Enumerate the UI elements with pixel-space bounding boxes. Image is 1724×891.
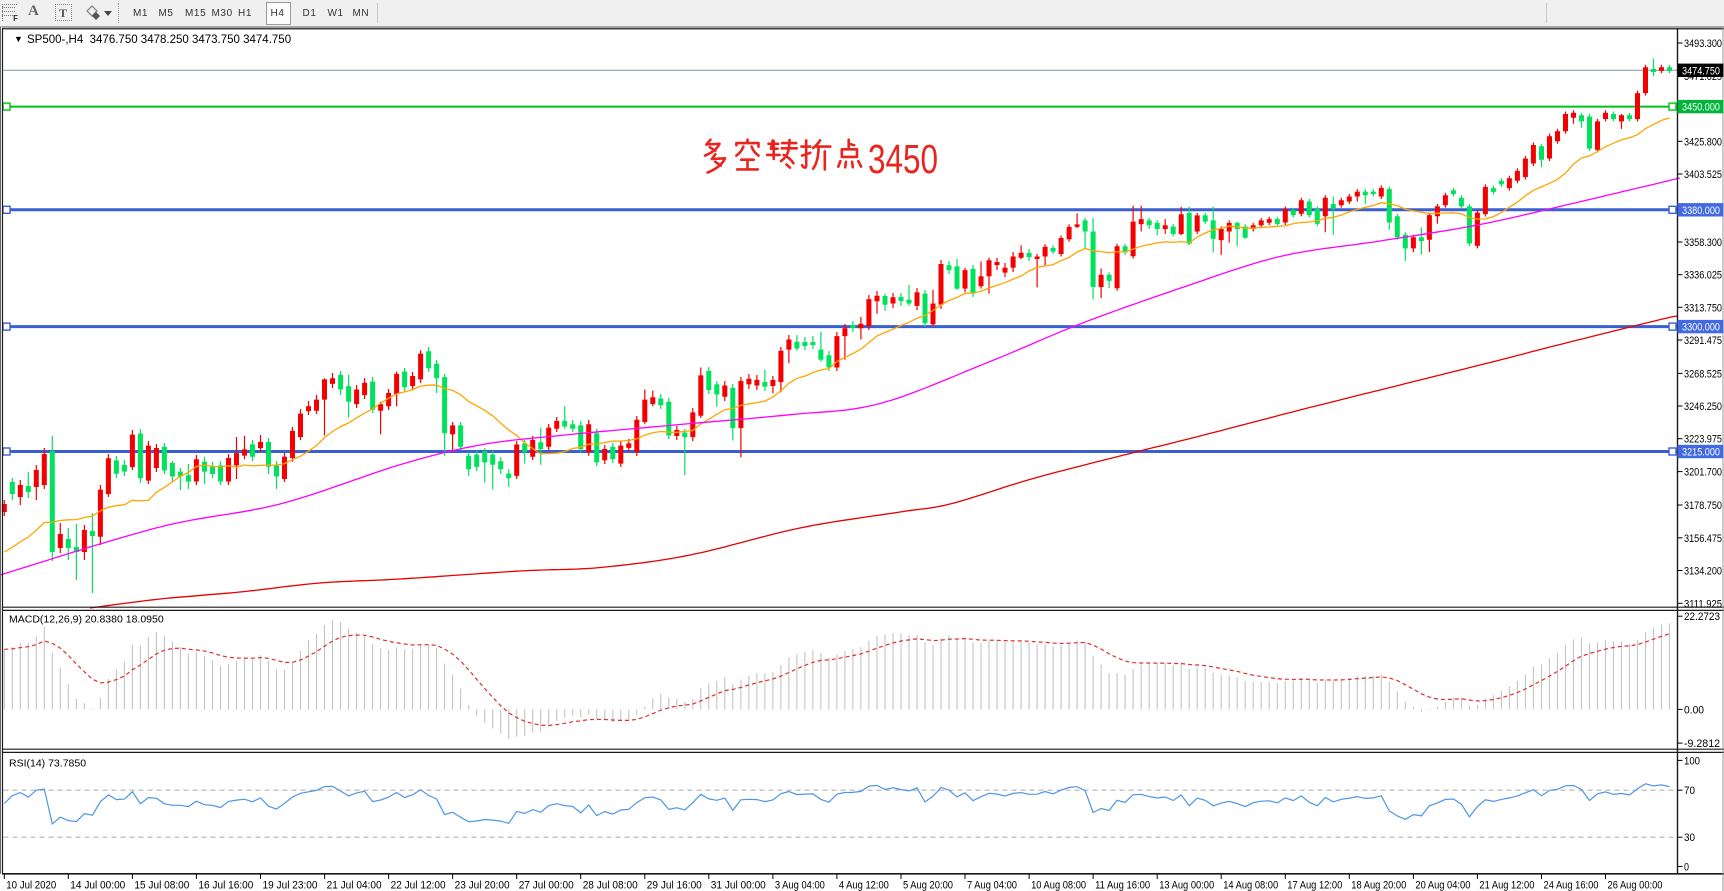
svg-text:3358.300: 3358.300: [1684, 237, 1722, 249]
svg-text:17 Aug 12:00: 17 Aug 12:00: [1287, 880, 1342, 891]
svg-text:3300.000: 3300.000: [1682, 322, 1720, 334]
svg-text:3291.475: 3291.475: [1684, 335, 1722, 347]
svg-text:3313.750: 3313.750: [1684, 302, 1722, 314]
svg-text:3425.800: 3425.800: [1684, 136, 1722, 148]
svg-text:27 Jul 00:00: 27 Jul 00:00: [519, 880, 574, 891]
svg-text:7 Aug 04:00: 7 Aug 04:00: [967, 880, 1017, 891]
svg-text:3201.700: 3201.700: [1684, 467, 1722, 479]
svg-text:3474.750: 3474.750: [1682, 65, 1720, 77]
svg-text:-9.2812: -9.2812: [1684, 738, 1720, 750]
svg-text:SP500-,H4 3476.750 3478.250 3: SP500-,H4 3476.750 3478.250 3473.750 347…: [27, 34, 291, 46]
svg-text:11 Aug 16:00: 11 Aug 16:00: [1095, 880, 1150, 891]
svg-text:MACD(12,26,9) 20.8380 18.0950: MACD(12,26,9) 20.8380 18.0950: [9, 614, 164, 626]
svg-text:28 Jul 08:00: 28 Jul 08:00: [583, 880, 638, 891]
svg-text:3403.525: 3403.525: [1684, 169, 1722, 181]
svg-text:5 Aug 20:00: 5 Aug 20:00: [903, 880, 953, 891]
svg-text:10 Aug 08:00: 10 Aug 08:00: [1031, 880, 1086, 891]
svg-text:3134.200: 3134.200: [1684, 566, 1722, 578]
svg-text:13 Aug 00:00: 13 Aug 00:00: [1159, 880, 1214, 891]
svg-text:RSI(14) 73.7850: RSI(14) 73.7850: [9, 758, 86, 770]
svg-text:3336.025: 3336.025: [1684, 270, 1722, 282]
svg-text:3246.250: 3246.250: [1684, 401, 1722, 413]
svg-text:14 Aug 08:00: 14 Aug 08:00: [1223, 880, 1278, 891]
svg-text:3178.750: 3178.750: [1684, 500, 1722, 512]
svg-text:31 Jul 00:00: 31 Jul 00:00: [711, 880, 766, 891]
svg-text:26 Aug 00:00: 26 Aug 00:00: [1608, 880, 1663, 891]
svg-text:18 Aug 20:00: 18 Aug 20:00: [1351, 880, 1406, 891]
svg-text:70: 70: [1684, 785, 1695, 797]
svg-text:24 Aug 16:00: 24 Aug 16:00: [1544, 880, 1599, 891]
svg-text:14 Jul 00:00: 14 Jul 00:00: [70, 880, 125, 891]
svg-text:10 Jul 2020: 10 Jul 2020: [6, 880, 56, 891]
svg-text:3380.000: 3380.000: [1682, 205, 1720, 217]
svg-text:0.00: 0.00: [1684, 704, 1704, 716]
svg-text:30: 30: [1684, 832, 1695, 844]
svg-text:21 Jul 04:00: 21 Jul 04:00: [327, 880, 382, 891]
svg-text:0: 0: [1684, 861, 1689, 873]
svg-text:4 Aug 12:00: 4 Aug 12:00: [839, 880, 889, 891]
svg-text:29 Jul 16:00: 29 Jul 16:00: [647, 880, 702, 891]
svg-text:3493.300: 3493.300: [1684, 38, 1722, 50]
svg-text:3111.925: 3111.925: [1684, 598, 1722, 610]
svg-text:21 Aug 12:00: 21 Aug 12:00: [1479, 880, 1534, 891]
svg-text:23 Jul 20:00: 23 Jul 20:00: [455, 880, 510, 891]
svg-text:3450.000: 3450.000: [1682, 102, 1720, 114]
svg-text:3 Aug 04:00: 3 Aug 04:00: [775, 880, 825, 891]
svg-text:3215.000: 3215.000: [1682, 447, 1720, 459]
svg-text:16 Jul 16:00: 16 Jul 16:00: [198, 880, 253, 891]
svg-text:3450: 3450: [868, 136, 938, 182]
svg-text:3223.975: 3223.975: [1684, 434, 1722, 446]
svg-text:22 Jul 12:00: 22 Jul 12:00: [391, 880, 446, 891]
svg-text:15 Jul 08:00: 15 Jul 08:00: [134, 880, 189, 891]
svg-text:100: 100: [1684, 755, 1700, 767]
svg-text:20 Aug 04:00: 20 Aug 04:00: [1415, 880, 1470, 891]
svg-text:22.2723: 22.2723: [1684, 611, 1720, 623]
svg-text:3156.475: 3156.475: [1684, 533, 1722, 545]
svg-text:▼: ▼: [14, 34, 23, 44]
svg-text:3268.525: 3268.525: [1684, 368, 1722, 380]
svg-text:19 Jul 23:00: 19 Jul 23:00: [263, 880, 318, 891]
